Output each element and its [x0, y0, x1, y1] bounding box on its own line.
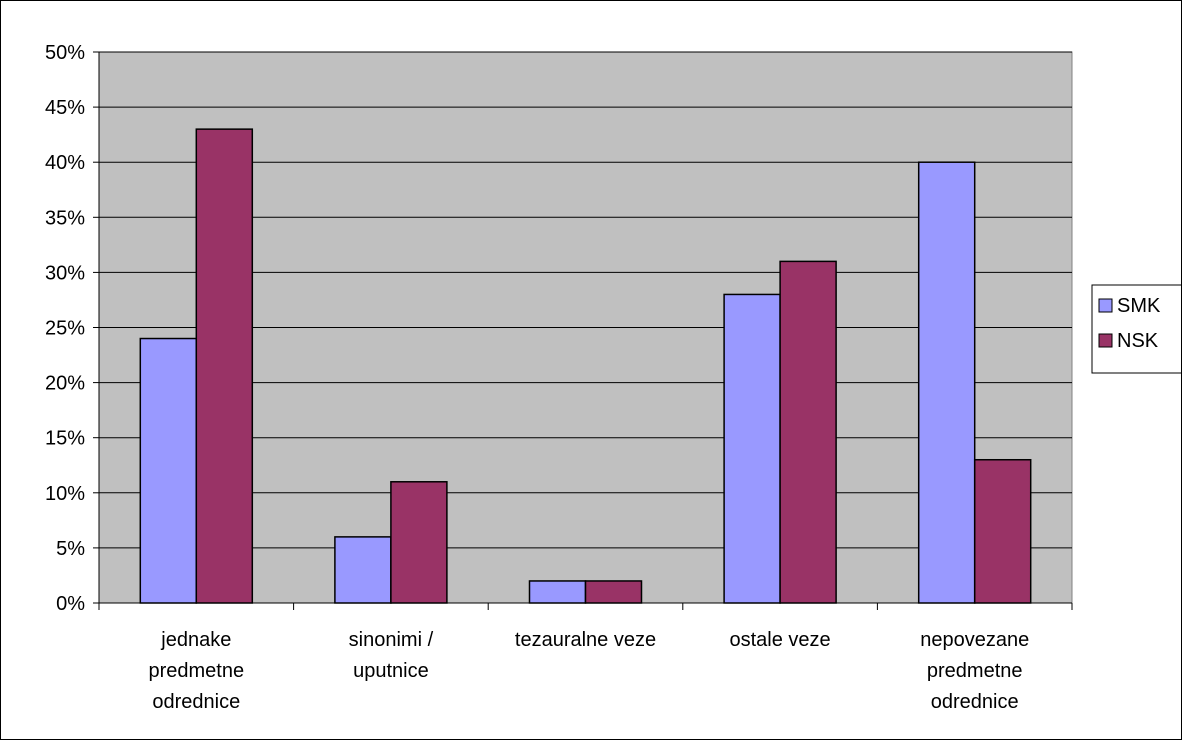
- x-tick-label: jednake predmetne odrednice: [148, 629, 244, 713]
- x-tick-label-line: odrednice: [152, 691, 240, 713]
- y-tick-label: 50%: [45, 42, 85, 64]
- bar-nsk: [390, 481, 448, 604]
- bar-smk: [723, 293, 781, 604]
- x-tick-label-line: predmetne: [927, 660, 1023, 682]
- y-tick-label: 35%: [45, 207, 85, 229]
- bar-smk: [139, 337, 198, 604]
- bar-smk: [917, 161, 976, 604]
- y-tick-label: 20%: [45, 373, 85, 395]
- y-tick-label: 25%: [45, 318, 85, 340]
- bar-nsk: [195, 128, 254, 604]
- x-tick-label: sinonimi / uputnice: [349, 629, 434, 682]
- y-tick-label: 15%: [45, 428, 85, 450]
- bar-nsk: [973, 458, 1032, 604]
- x-tick-label-line: uputnice: [353, 660, 429, 682]
- y-tick-label: 40%: [45, 152, 85, 174]
- x-tick-label-line: tezauralne veze: [515, 629, 656, 651]
- legend-swatch-smk: [1098, 298, 1113, 313]
- bar-smk: [528, 580, 587, 604]
- legend-swatch-nsk: [1098, 333, 1113, 348]
- x-tick-label-line: sinonimi /: [349, 629, 434, 651]
- bar-smk: [334, 536, 392, 604]
- legend-label-smk: SMK: [1117, 295, 1161, 317]
- y-tick-label: 5%: [56, 538, 85, 560]
- x-tick-label-line: nepovezane: [920, 629, 1029, 651]
- y-tick-label: 0%: [56, 593, 85, 615]
- bar-nsk: [584, 580, 643, 604]
- x-tick-label-line: predmetne: [148, 660, 244, 682]
- y-tick-label: 30%: [45, 262, 85, 284]
- x-tick-label-line: ostale veze: [730, 629, 831, 651]
- x-tick-label: ostale veze: [730, 629, 831, 651]
- y-tick-label: 10%: [45, 483, 85, 505]
- x-tick-label: nepovezane predmetne odrednice: [920, 629, 1029, 713]
- bar-nsk: [779, 260, 837, 604]
- x-tick-label: tezauralne veze: [515, 629, 656, 651]
- x-tick-label-line: odrednice: [931, 691, 1019, 713]
- legend-label-nsk: NSK: [1117, 330, 1159, 352]
- y-tick-label: 45%: [45, 97, 85, 119]
- x-tick-label-line: jednake: [160, 629, 231, 651]
